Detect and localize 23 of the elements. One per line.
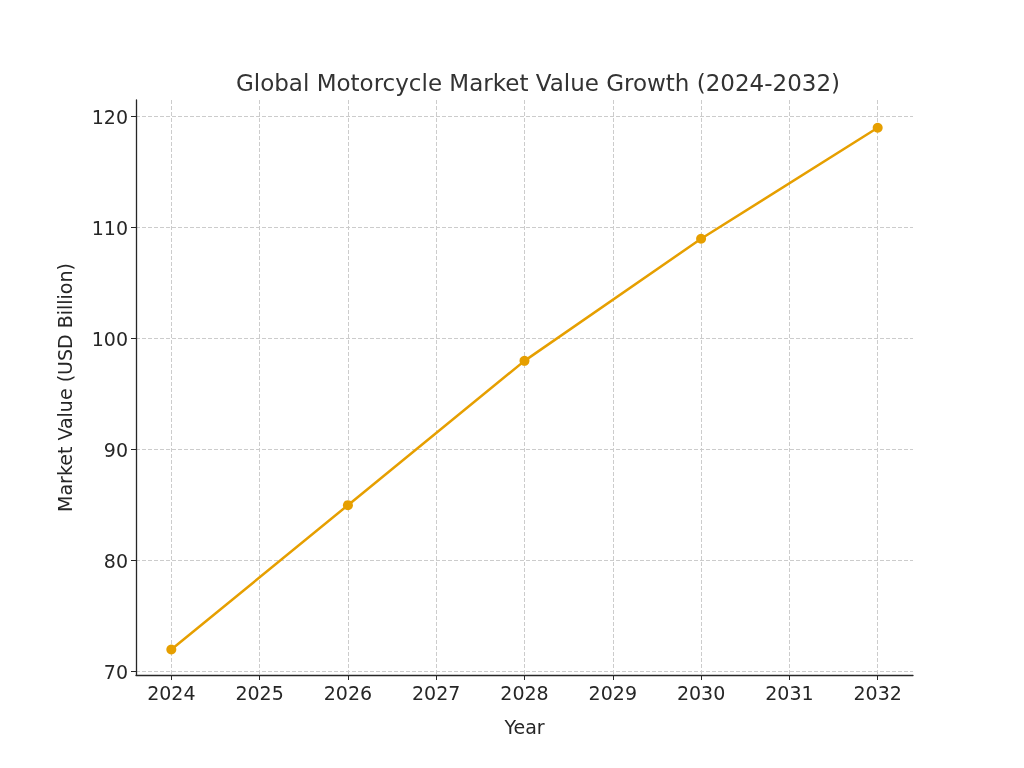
y-tick-label: 80 — [103, 549, 128, 572]
y-tick-label: 70 — [103, 660, 128, 683]
y-tick-label: 100 — [91, 327, 128, 350]
x-tick-label: 2032 — [853, 681, 902, 704]
point — [872, 122, 883, 133]
y-tick-label: 110 — [91, 216, 128, 239]
y-tick-label: 90 — [103, 438, 128, 461]
x-tick-label: 2031 — [765, 681, 814, 704]
x-axis-title: Year — [503, 715, 545, 738]
point — [342, 500, 353, 511]
y-axis-title: Market Value (USD Billion) — [53, 263, 76, 512]
x-tick-label: 2025 — [235, 681, 284, 704]
x-tick-label: 2024 — [147, 681, 196, 704]
x-tick-label: 2029 — [588, 681, 637, 704]
x-tick-label: 2030 — [676, 681, 726, 704]
point — [166, 644, 177, 655]
x-tick-label: 2026 — [323, 681, 373, 704]
x-tick-label: 2028 — [500, 681, 549, 704]
x-tick-label: 2027 — [412, 681, 461, 704]
chart-title: Global Motorcycle Market Value Growth (2024-2032) — [235, 69, 841, 96]
point — [696, 233, 707, 244]
point — [519, 355, 530, 366]
y-tick-label: 120 — [91, 105, 128, 128]
